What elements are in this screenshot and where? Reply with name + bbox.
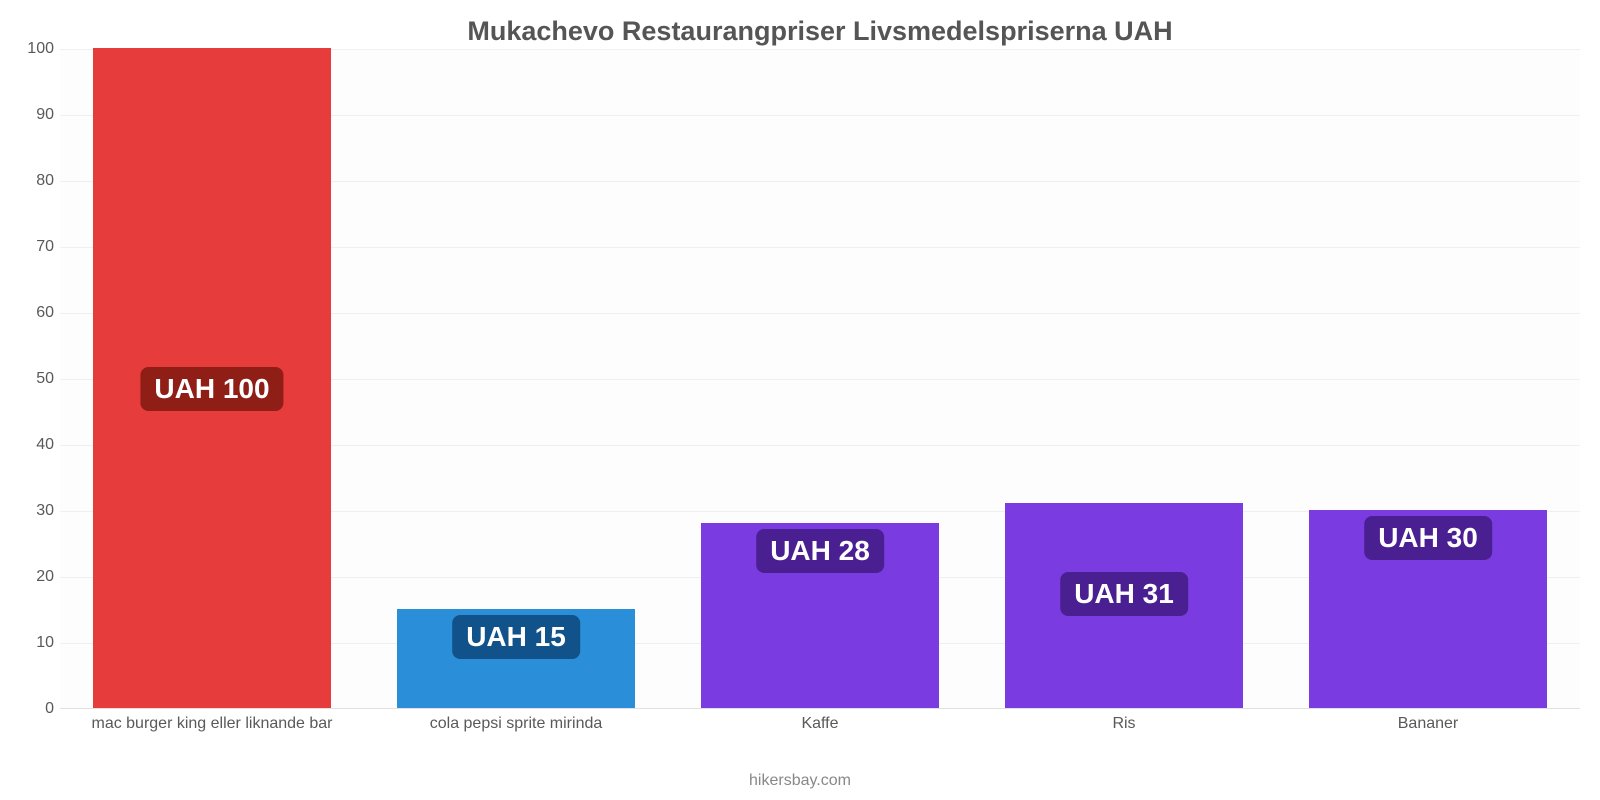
x-tick-label: cola pepsi sprite mirinda — [364, 715, 668, 733]
x-tick-label: mac burger king eller liknande bar — [60, 715, 364, 733]
bar-slot: UAH 15 — [364, 49, 668, 708]
x-labels-row: mac burger king eller liknande barcola p… — [60, 715, 1580, 733]
bar-slot: UAH 100 — [60, 49, 364, 708]
x-tick-label: Kaffe — [668, 715, 972, 733]
y-tick-label: 50 — [14, 370, 54, 388]
y-tick-label: 80 — [14, 172, 54, 190]
bar: UAH 31 — [1005, 503, 1242, 708]
y-tick-label: 40 — [14, 436, 54, 454]
attribution-text: hikersbay.com — [0, 772, 1600, 790]
y-tick-label: 30 — [14, 502, 54, 520]
y-tick-label: 20 — [14, 568, 54, 586]
bars-row: UAH 100 UAH 15 UAH 28 UAH 31 UAH 30 — [60, 49, 1580, 708]
value-badge: UAH 31 — [1060, 572, 1188, 616]
bar-slot: UAH 28 — [668, 49, 972, 708]
value-badge: UAH 15 — [452, 615, 580, 659]
y-tick-label: 90 — [14, 106, 54, 124]
bar: UAH 28 — [701, 523, 938, 708]
y-tick-label: 70 — [14, 238, 54, 256]
bar: UAH 100 — [93, 48, 330, 708]
plot-outer: 0102030405060708090100 UAH 100UAH 15UAH … — [60, 49, 1580, 737]
plot-area: 0102030405060708090100 UAH 100UAH 15UAH … — [60, 49, 1580, 709]
value-badge: UAH 28 — [756, 529, 884, 573]
bar: UAH 30 — [1309, 510, 1546, 708]
x-tick-label: Bananer — [1276, 715, 1580, 733]
y-tick-label: 100 — [14, 40, 54, 58]
bar-slot: UAH 30 — [1276, 49, 1580, 708]
bar-slot: UAH 31 — [972, 49, 1276, 708]
y-tick-label: 0 — [14, 700, 54, 718]
chart-title: Mukachevo Restaurangpriser Livsmedelspri… — [60, 16, 1580, 47]
y-tick-label: 10 — [14, 634, 54, 652]
bar: UAH 15 — [397, 609, 634, 708]
value-badge: UAH 30 — [1364, 516, 1492, 560]
value-badge: UAH 100 — [140, 367, 283, 411]
y-tick-label: 60 — [14, 304, 54, 322]
chart-container: Mukachevo Restaurangpriser Livsmedelspri… — [0, 0, 1600, 800]
x-tick-label: Ris — [972, 715, 1276, 733]
